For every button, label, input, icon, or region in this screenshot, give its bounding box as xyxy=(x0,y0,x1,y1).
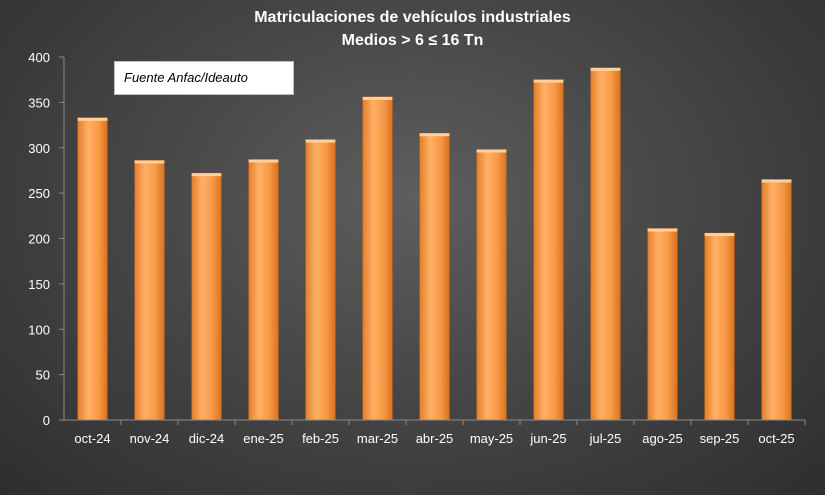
bar-oct-24 xyxy=(77,117,108,421)
y-tick-label: 250 xyxy=(28,186,50,201)
bar-mar-25 xyxy=(362,96,393,421)
bar-ene-25 xyxy=(248,159,279,421)
bar-top-edge xyxy=(590,67,621,71)
bar-top-edge xyxy=(704,233,735,237)
chart-title: Matriculaciones de vehículos industriale… xyxy=(254,9,571,26)
bar-sep-25 xyxy=(704,232,735,421)
bar-top-edge xyxy=(305,139,336,143)
bar-dic-24 xyxy=(191,172,222,421)
chart-subtitle: Medios > 6 ≤ 16 Tn xyxy=(341,32,484,49)
x-tick-label: jul-25 xyxy=(589,431,622,446)
bar-top-edge xyxy=(77,117,108,121)
y-tick-label: 400 xyxy=(28,50,50,65)
bar-may-25 xyxy=(476,149,507,421)
y-tick-label: 150 xyxy=(28,277,50,292)
bar-nov-24 xyxy=(134,160,165,421)
x-tick-label: dic-24 xyxy=(189,431,224,446)
bar-top-edge xyxy=(476,149,507,153)
bar-top-edge xyxy=(761,179,792,183)
y-axis: 0 50 100 150 200 250 300 350 400 xyxy=(28,50,65,428)
bar-top-edge xyxy=(647,228,678,232)
bar-ago-25 xyxy=(647,228,678,421)
bars xyxy=(77,67,792,421)
x-tick-label: ago-25 xyxy=(642,431,682,446)
source-annotation: Fuente Anfac/Ideauto xyxy=(114,61,294,95)
bar-top-edge xyxy=(533,79,564,83)
bar-top-edge xyxy=(362,96,393,100)
x-axis: oct-24 nov-24 dic-24 ene-25 feb-25 mar-25 abr-… xyxy=(64,419,806,446)
x-tick-label: oct-24 xyxy=(74,431,110,446)
bar-jul-25 xyxy=(590,67,621,421)
y-tick-label: 0 xyxy=(43,413,50,428)
bar-top-edge xyxy=(248,159,279,163)
bar-top-edge xyxy=(134,160,165,164)
y-tick-label: 100 xyxy=(28,322,50,337)
bar-oct-25 xyxy=(761,179,792,421)
y-tick-label: 300 xyxy=(28,141,50,156)
bar-top-edge xyxy=(419,133,450,137)
bar-abr-25 xyxy=(419,132,450,421)
x-tick-label: abr-25 xyxy=(416,431,454,446)
x-tick-label: feb-25 xyxy=(302,431,339,446)
bar-jun-25 xyxy=(533,79,564,421)
bar-top-edge xyxy=(191,173,222,177)
y-tick-label: 200 xyxy=(28,232,50,247)
x-tick-label: mar-25 xyxy=(357,431,398,446)
y-tick-label: 350 xyxy=(28,95,50,110)
x-tick-label: nov-24 xyxy=(130,431,170,446)
x-tick-label: may-25 xyxy=(470,431,513,446)
bar-feb-25 xyxy=(305,139,336,421)
x-tick-label: oct-25 xyxy=(758,431,794,446)
x-tick-label: jun-25 xyxy=(529,431,566,446)
x-tick-label: ene-25 xyxy=(243,431,283,446)
x-tick-label: sep-25 xyxy=(700,431,740,446)
y-tick-label: 50 xyxy=(36,368,50,383)
